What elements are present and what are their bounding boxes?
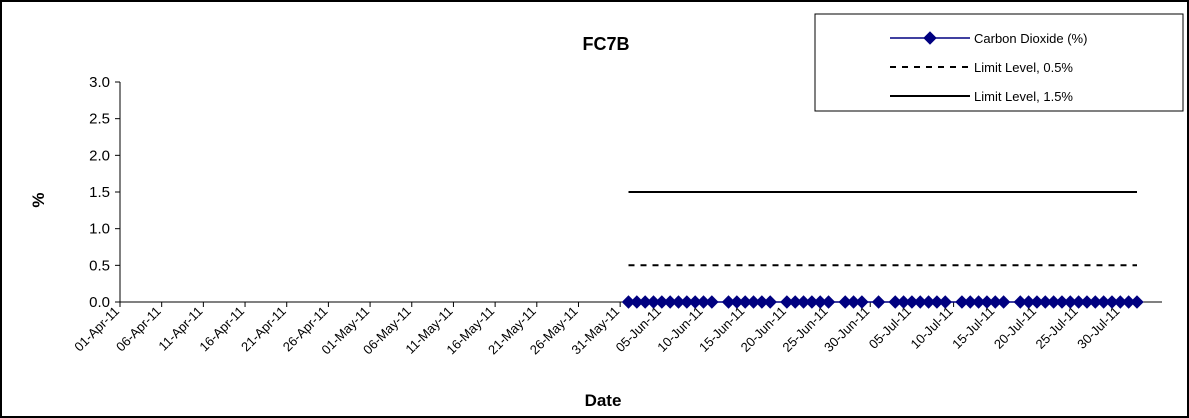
y-tick-label: 0.0 bbox=[89, 294, 110, 311]
x-tick-label: 21-Apr-11 bbox=[238, 304, 289, 355]
x-tick-label: 06-Apr-11 bbox=[113, 304, 164, 355]
legend-label-limit-1-5: Limit Level, 1.5% bbox=[974, 89, 1073, 104]
x-tick-label: 10-Jul-11 bbox=[907, 304, 955, 352]
y-tick-label: 1.0 bbox=[89, 221, 110, 238]
x-tick-label: 15-Jul-11 bbox=[949, 304, 997, 352]
data-point bbox=[871, 295, 886, 309]
x-tick-label: 05-Jul-11 bbox=[866, 304, 914, 352]
x-tick-label: 30-Jul-11 bbox=[1074, 304, 1122, 352]
y-tick-label: 3.0 bbox=[89, 74, 110, 91]
y-axis-title: % bbox=[29, 192, 48, 207]
data-point bbox=[996, 295, 1011, 309]
data-point bbox=[1130, 295, 1144, 309]
y-tick-label: 2.0 bbox=[89, 147, 110, 164]
legend-item-carbon-dioxide: Carbon Dioxide (%) bbox=[890, 31, 1087, 46]
data-point bbox=[855, 295, 869, 309]
legend-label-carbon-dioxide: Carbon Dioxide (%) bbox=[974, 31, 1087, 46]
data-point bbox=[763, 295, 777, 309]
x-tick-label: 30-Jun-11 bbox=[821, 304, 872, 355]
legend-item-limit-1-5: Limit Level, 1.5% bbox=[890, 89, 1073, 104]
legend: Carbon Dioxide (%) Limit Level, 0.5% Lim… bbox=[814, 13, 1184, 112]
data-point bbox=[938, 295, 952, 309]
y-tick-label: 2.5 bbox=[89, 111, 110, 128]
data-point bbox=[705, 295, 719, 309]
legend-item-limit-0-5: Limit Level, 0.5% bbox=[890, 60, 1073, 75]
x-tick-label: 20-Jul-11 bbox=[991, 304, 1039, 352]
x-axis-title: Date bbox=[585, 391, 622, 410]
x-tick-label: 01-Apr-11 bbox=[71, 304, 122, 355]
legend-box bbox=[814, 13, 1184, 112]
data-point bbox=[821, 295, 836, 309]
y-tick-label: 1.5 bbox=[89, 184, 110, 201]
x-tick-label: 25-Jul-11 bbox=[1033, 304, 1081, 352]
chart-title: FC7B bbox=[582, 34, 629, 54]
x-tick-label: 16-Apr-11 bbox=[196, 304, 247, 355]
legend-marker-diamond bbox=[923, 31, 937, 45]
y-tick-label: 0.5 bbox=[89, 257, 110, 274]
legend-label-limit-0-5: Limit Level, 0.5% bbox=[974, 60, 1073, 75]
